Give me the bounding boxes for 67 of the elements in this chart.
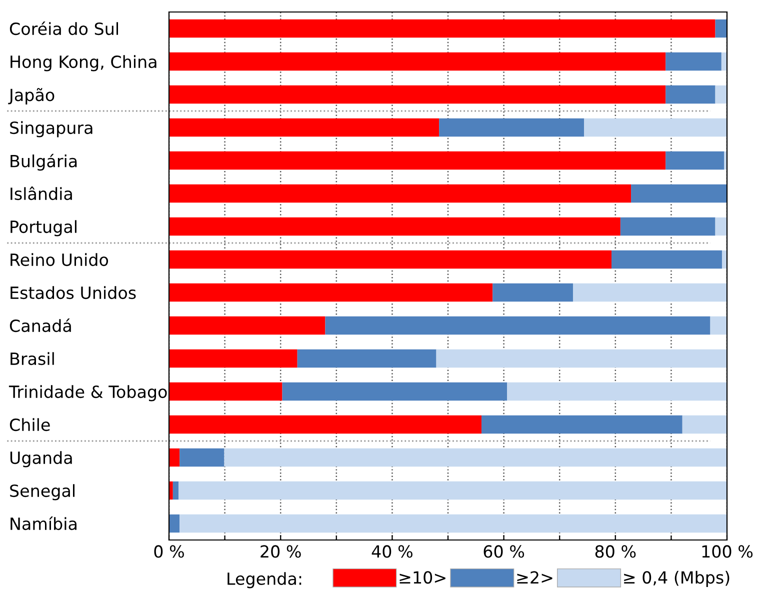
bar [715,85,727,104]
legend-label: ≥2> [517,571,552,584]
bar [169,151,666,170]
y-tick-label: Bulgária [10,154,77,171]
bar [169,349,298,368]
x-tick-label: 20 % [260,545,301,558]
bar [282,382,508,401]
bar [169,217,620,236]
bar [631,184,727,203]
bar [169,184,632,203]
bar [169,448,180,467]
bar [620,217,716,236]
bar [682,415,727,434]
bar [297,349,436,368]
y-tick-label: Uganda [10,451,72,468]
bar [584,118,727,137]
bar [492,283,573,302]
x-tick-label: 100 % [702,545,753,558]
bar [666,85,716,104]
legend-label: ≥10> [400,571,446,584]
y-tick-label: Islândia [10,186,72,200]
bar [481,415,682,434]
y-tick-label: Senegal [10,484,75,500]
y-tick-label: Coréia do Sul [10,22,118,36]
bar [224,448,727,467]
bar [169,250,612,269]
bar [180,514,727,533]
bar [715,217,727,236]
x-tick-label: 0 % [154,545,184,558]
bar [169,283,493,302]
bar [611,250,722,269]
bar [325,316,710,335]
bar [169,514,180,533]
bar [169,415,482,434]
legend-label: ≥ 0,4 (Mbps) [624,570,730,587]
legend-title: Legenda: [228,572,302,588]
bar [172,481,178,500]
bar [169,118,440,137]
bar [710,316,727,335]
bar [715,19,727,38]
y-tick-label: Namíbia [10,516,76,530]
y-tick-label: Reino Unido [10,253,108,266]
y-tick-label: Japão [8,88,54,104]
y-tick-label: Hong Kong, China [10,55,156,72]
bar [507,382,727,401]
bar [439,118,584,137]
x-tick-label: 60 % [484,545,524,558]
y-tick-label: Singapura [10,121,92,138]
y-tick-label: Canadá [10,318,71,332]
bar [572,283,727,302]
x-tick-label: 40 % [372,545,412,558]
y-tick-label: Brasil [10,352,54,366]
bar [169,19,716,38]
bar [666,151,724,170]
bar [169,382,282,401]
y-tick-label: Chile [10,418,50,432]
bar [180,448,224,467]
bar [436,349,727,368]
bar [169,52,666,71]
y-tick-label: Trinidade & Tobago [8,385,167,402]
bar [666,52,722,71]
y-tick-label: Portugal [10,220,76,236]
bar [169,316,326,335]
bar [178,481,727,500]
y-tick-label: Estados Unidos [10,286,136,300]
bar [169,85,666,104]
x-tick-label: 80 % [595,545,636,558]
